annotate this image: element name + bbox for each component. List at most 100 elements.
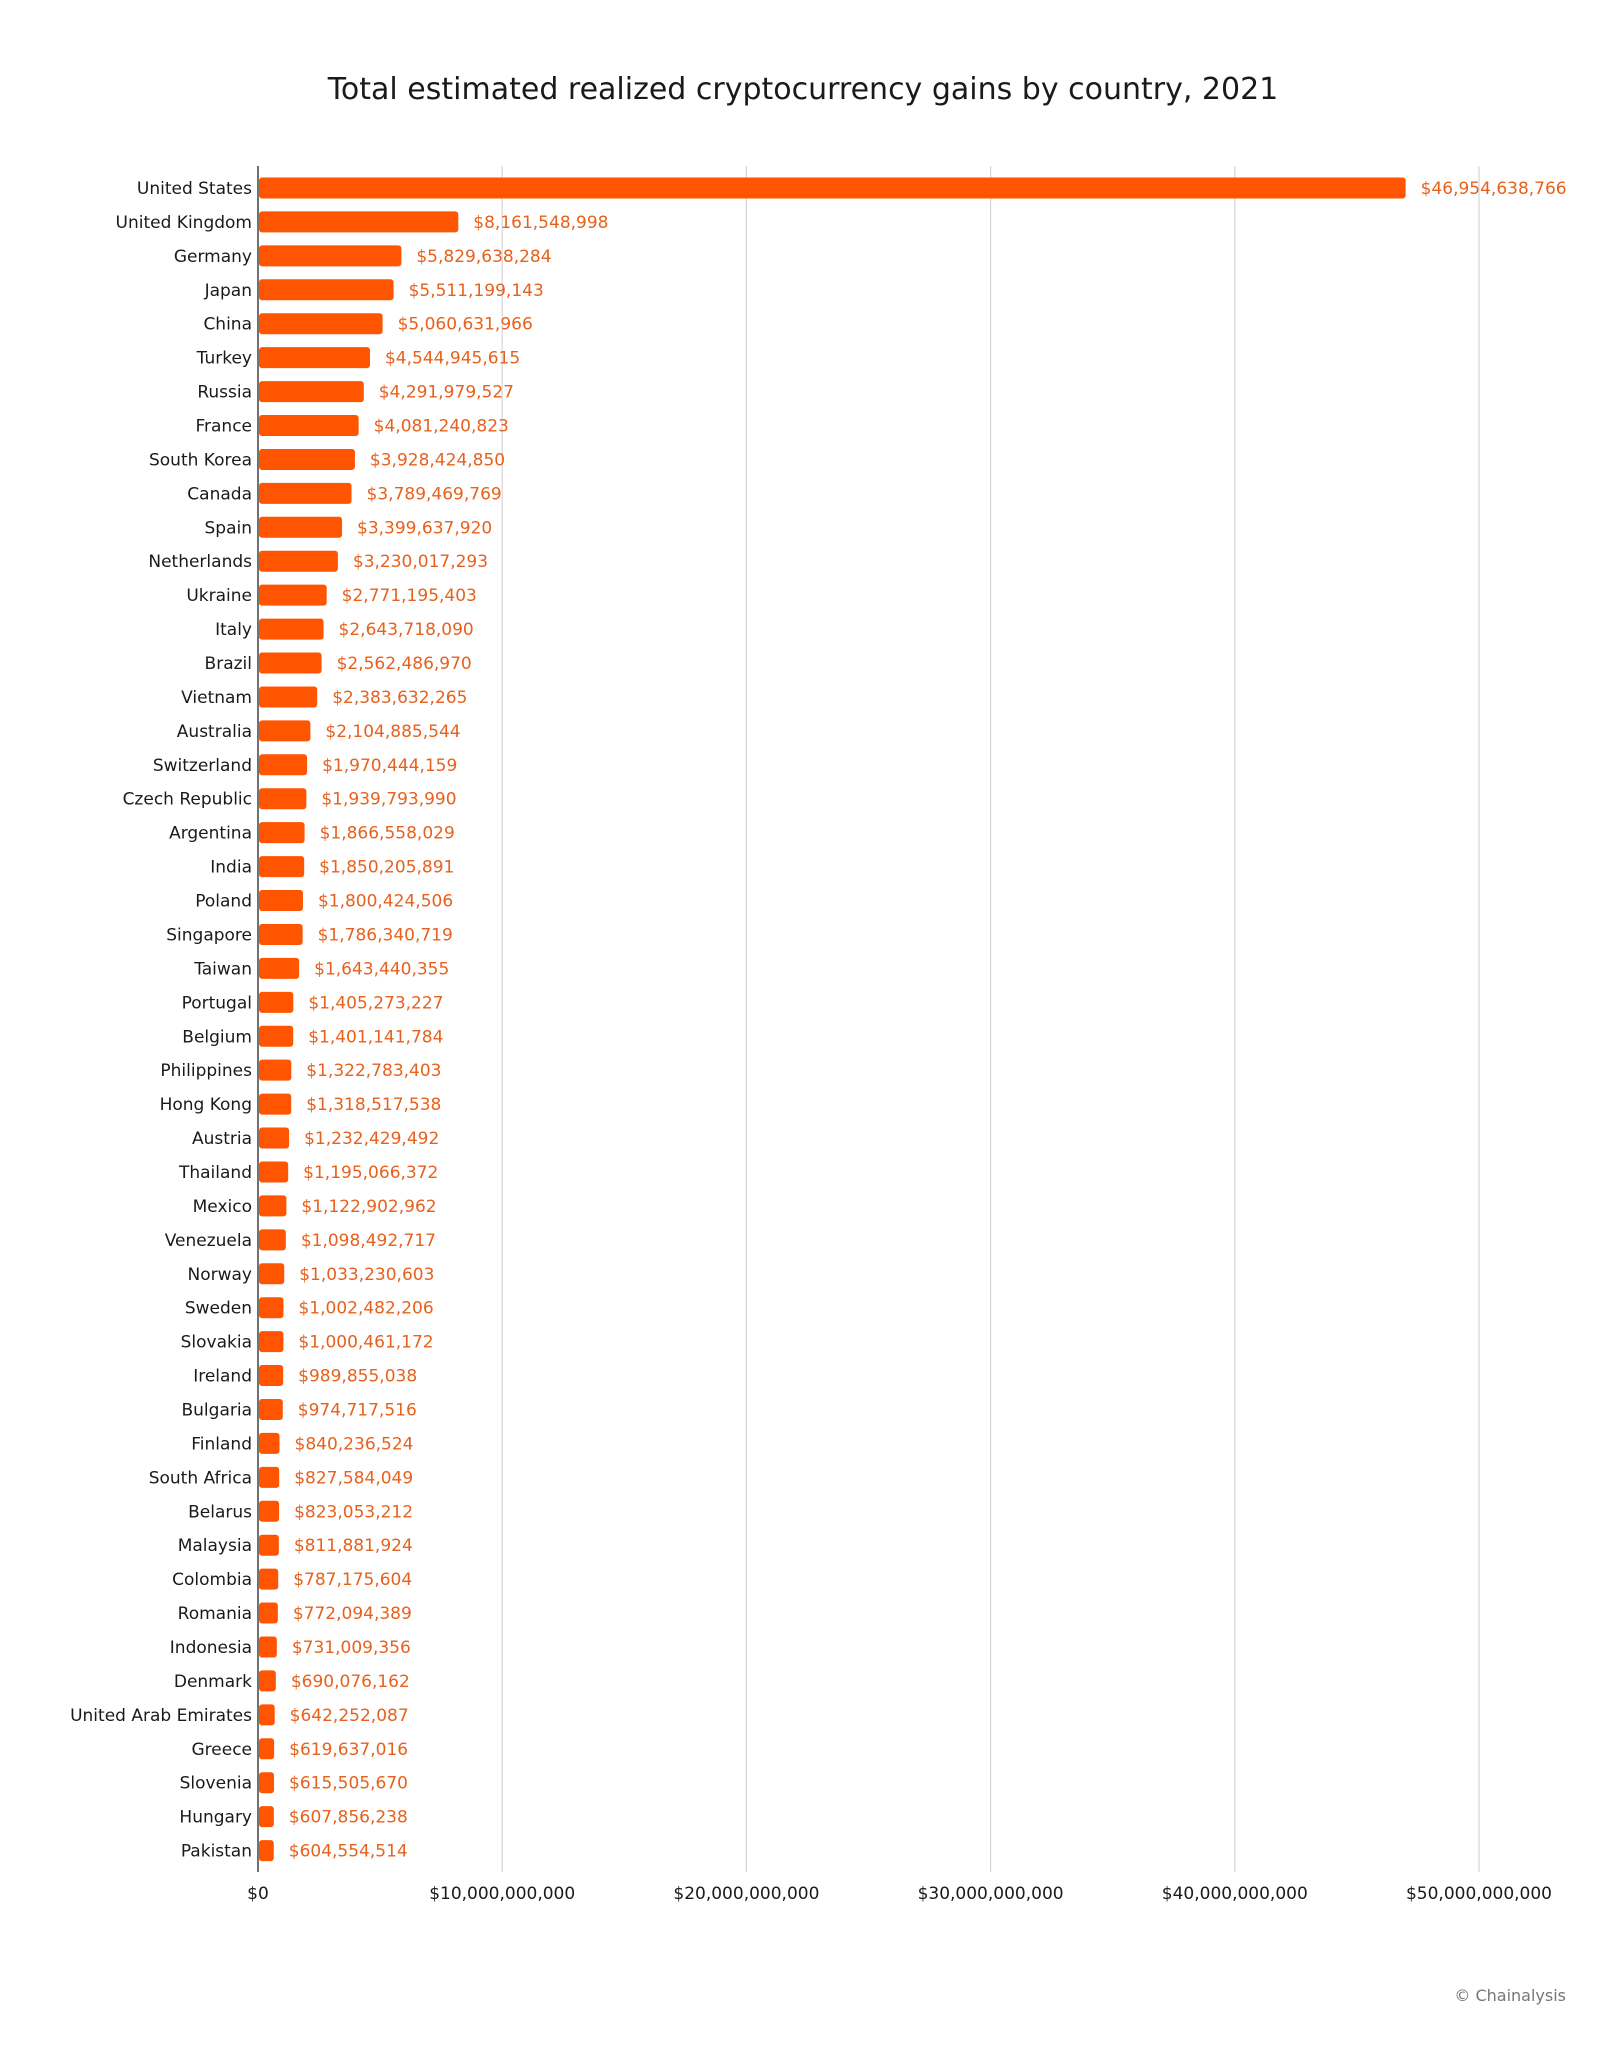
bar	[259, 177, 1406, 199]
category-label: Sweden	[185, 1299, 252, 1319]
value-label: $1,000,461,172	[298, 1333, 433, 1353]
value-labels: $46,954,638,766 $8,161,548,998 $5,829,638,…	[289, 179, 1567, 1862]
category-label: Vietnam	[181, 688, 252, 708]
category-label: Greece	[191, 1740, 252, 1760]
bar	[259, 1398, 283, 1420]
x-tick-label: $40,000,000,000	[1162, 1884, 1308, 1904]
chart-title: Total estimated realized cryptocurrency …	[327, 72, 1279, 107]
bar	[259, 381, 364, 403]
category-label: Russia	[197, 383, 252, 403]
bar	[259, 1500, 280, 1522]
value-label: $1,405,273,227	[308, 993, 443, 1013]
value-label: $642,252,087	[290, 1706, 409, 1726]
bar	[259, 1670, 276, 1692]
category-label: Singapore	[166, 925, 252, 945]
category-label: Argentina	[169, 824, 252, 844]
category-labels: United States United Kingdom Germany Japan C…	[70, 179, 252, 1862]
category-label: Colombia	[172, 1570, 252, 1590]
value-label: $1,850,205,891	[319, 858, 454, 878]
category-label: Japan	[204, 281, 252, 301]
category-label: Poland	[195, 892, 252, 912]
value-label: $811,881,924	[294, 1536, 413, 1556]
category-label: Hong Kong	[160, 1095, 252, 1115]
value-label: $4,081,240,823	[374, 417, 509, 437]
category-label: China	[203, 315, 252, 335]
bar	[259, 1263, 285, 1285]
bar	[259, 1297, 284, 1319]
category-label: Netherlands	[148, 552, 252, 572]
category-label: Finland	[191, 1434, 252, 1454]
bar	[259, 1704, 275, 1726]
bar	[259, 347, 370, 369]
value-label: $690,076,162	[291, 1672, 410, 1692]
value-label: $827,584,049	[294, 1468, 413, 1488]
category-label: Belarus	[188, 1502, 252, 1522]
category-label: Malaysia	[178, 1536, 252, 1556]
bar	[259, 1195, 287, 1217]
bar	[259, 1432, 280, 1454]
category-label: Spain	[205, 518, 253, 538]
bar	[259, 1059, 292, 1081]
category-label: Belgium	[182, 1027, 252, 1047]
value-label: $1,939,793,990	[321, 790, 456, 810]
value-label: $2,104,885,544	[325, 722, 460, 742]
bar	[259, 245, 402, 267]
category-label: Denmark	[174, 1672, 252, 1692]
category-label: France	[195, 417, 252, 437]
bar	[259, 211, 459, 233]
value-label: $3,399,637,920	[357, 518, 492, 538]
value-label: $1,786,340,719	[318, 925, 453, 945]
category-label: Thailand	[178, 1163, 252, 1183]
value-label: $2,562,486,970	[337, 654, 472, 674]
bar	[259, 957, 300, 979]
x-axis-ticks: $0 $10,000,000,000 $20,000,000,000 $30,000,…	[247, 1884, 1552, 1904]
category-label: Slovakia	[181, 1333, 252, 1353]
bar	[259, 482, 352, 504]
category-label: Indonesia	[170, 1638, 252, 1658]
bar	[259, 279, 394, 301]
bar	[259, 890, 303, 912]
value-label: $772,094,389	[293, 1604, 412, 1624]
bar	[259, 822, 305, 844]
value-label: $1,002,482,206	[298, 1299, 433, 1319]
bar	[259, 1636, 277, 1658]
category-label: India	[210, 858, 252, 878]
bar	[259, 1229, 286, 1251]
category-label: Portugal	[182, 993, 252, 1013]
x-tick-label: $20,000,000,000	[673, 1884, 819, 1904]
bar	[259, 1093, 292, 1115]
value-label: $8,161,548,998	[473, 213, 608, 233]
value-label: $5,829,638,284	[416, 247, 551, 267]
bar	[259, 1331, 284, 1353]
bar	[259, 923, 303, 945]
bar	[259, 415, 359, 437]
category-label: Italy	[215, 620, 252, 640]
bar	[259, 618, 324, 640]
category-label: United Kingdom	[116, 213, 252, 233]
bar	[259, 313, 383, 335]
value-label: $1,866,558,029	[320, 824, 455, 844]
value-label: $2,771,195,403	[342, 586, 477, 606]
category-label: United States	[137, 179, 252, 199]
category-label: Ukraine	[186, 586, 252, 606]
category-label: Romania	[178, 1604, 252, 1624]
bar	[259, 1806, 274, 1828]
bar	[259, 754, 308, 776]
bar	[259, 652, 322, 674]
bar	[259, 550, 338, 572]
value-label: $989,855,038	[298, 1367, 417, 1387]
value-label: $5,060,631,966	[398, 315, 533, 335]
value-label: $1,098,492,717	[301, 1231, 436, 1251]
value-label: $787,175,604	[293, 1570, 412, 1590]
bar	[259, 516, 343, 538]
category-label: Pakistan	[181, 1842, 252, 1862]
value-label: $731,009,356	[292, 1638, 411, 1658]
value-label: $1,800,424,506	[318, 892, 453, 912]
value-label: $1,401,141,784	[308, 1027, 443, 1047]
bar	[259, 1161, 289, 1183]
category-label: Philippines	[160, 1061, 252, 1081]
x-tick-label: $50,000,000,000	[1406, 1884, 1552, 1904]
value-label: $604,554,514	[289, 1842, 408, 1862]
category-label: South Africa	[149, 1468, 252, 1488]
gridlines	[501, 166, 1480, 1872]
